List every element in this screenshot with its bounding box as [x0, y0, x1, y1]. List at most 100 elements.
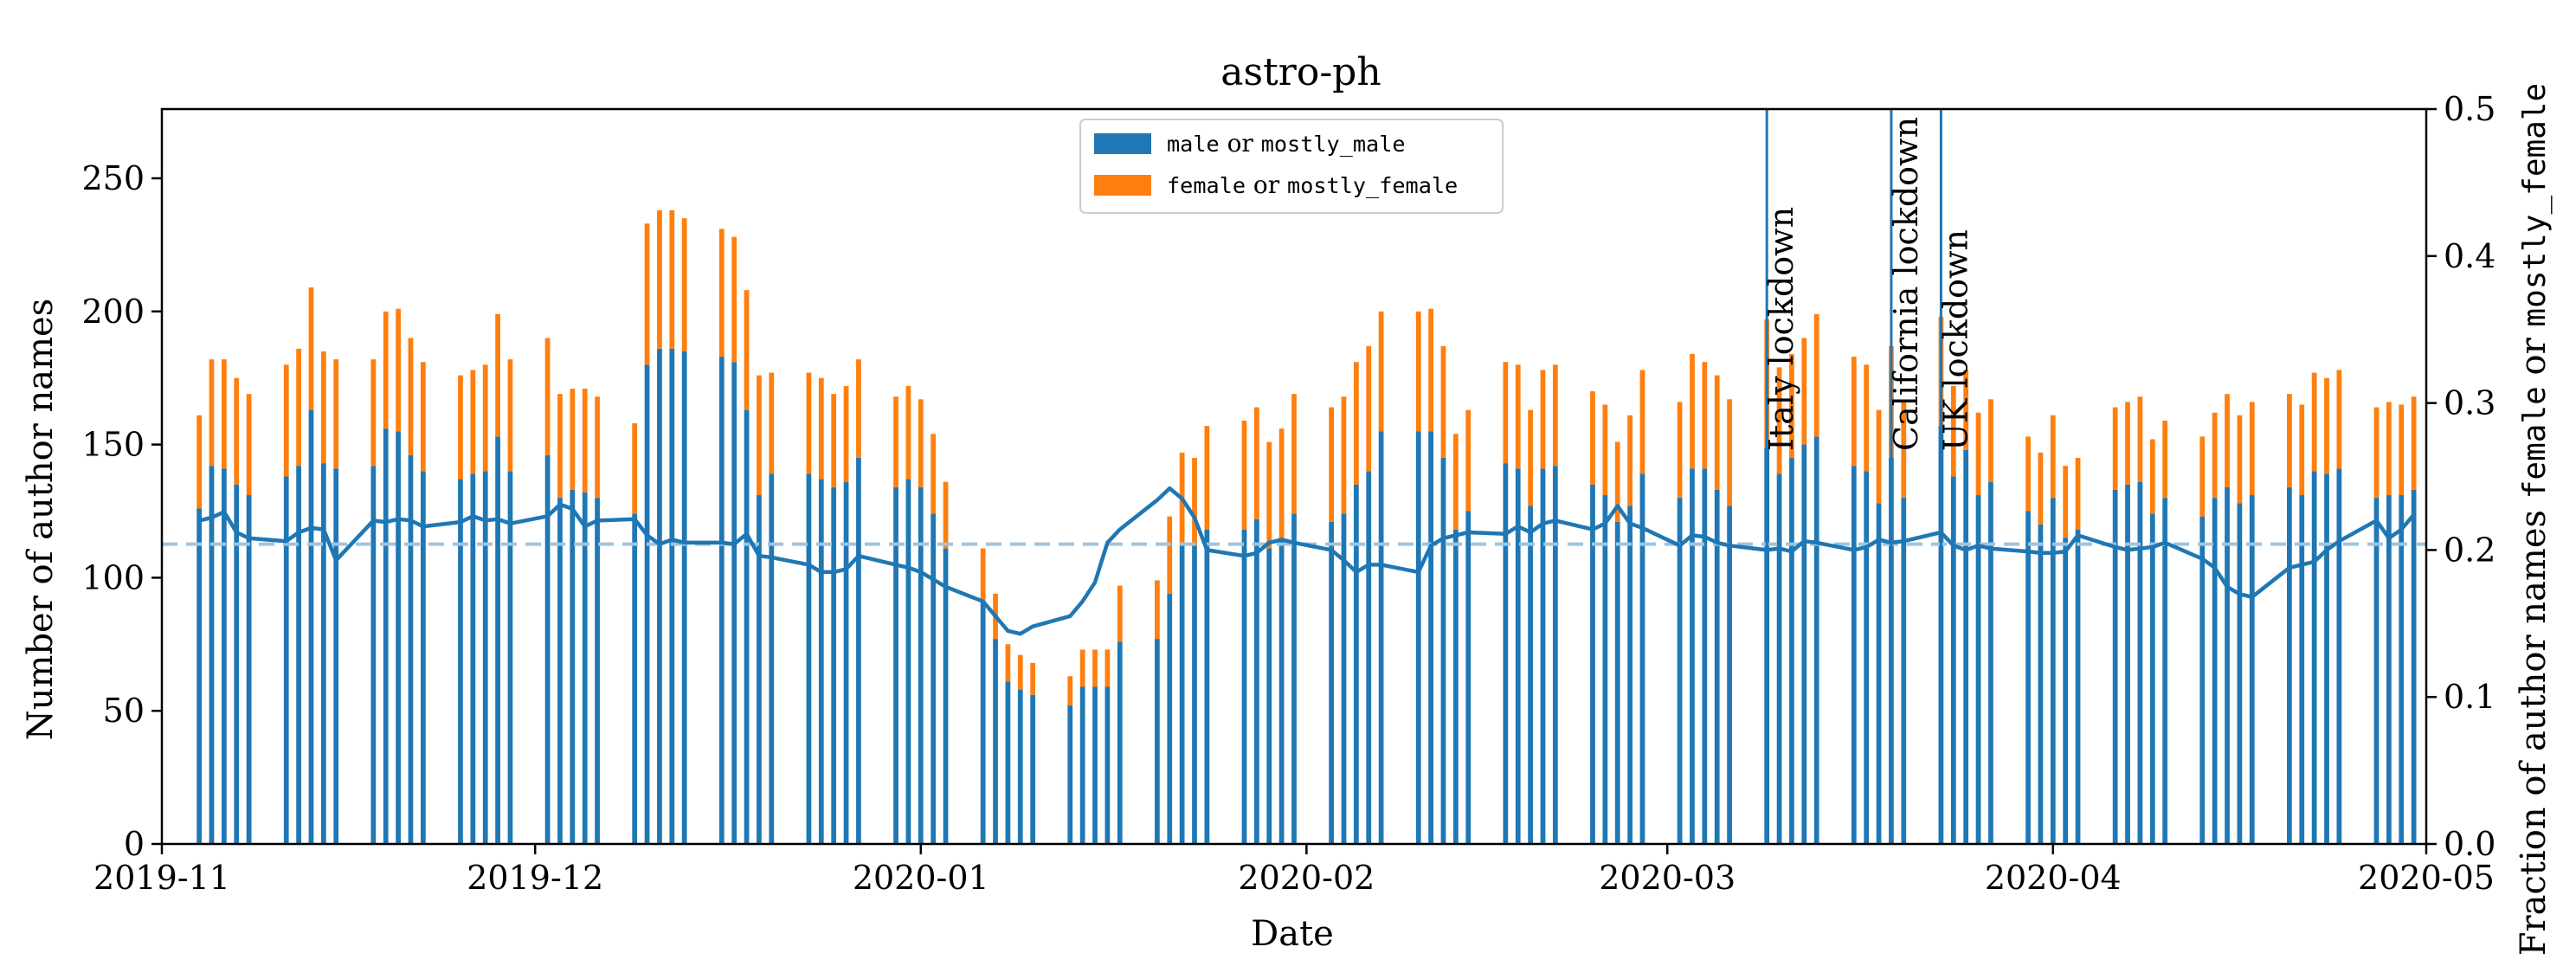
bar-male [333, 468, 339, 844]
x-tick-label: 2020-05 [2358, 859, 2495, 897]
x-tick-label: 2020-02 [1238, 859, 1375, 897]
bar-male [296, 466, 301, 844]
bar-female [557, 394, 563, 499]
bar-female [2063, 466, 2069, 538]
bar-female [731, 236, 737, 363]
bar-female [2411, 396, 2417, 490]
bar-male [2125, 484, 2130, 844]
bar-female [507, 359, 513, 472]
bar-male [2373, 498, 2380, 844]
y-axis-label: Number of author names [21, 299, 61, 741]
bar-female [669, 209, 675, 349]
y2-tick-label: 0.2 [2444, 531, 2496, 569]
bar-male [1192, 545, 1197, 844]
bar-female [2025, 436, 2031, 512]
bar-female [744, 290, 750, 410]
bar-female [1963, 370, 1969, 450]
chart-title: astro-ph [1220, 50, 1381, 94]
bar-male [657, 348, 662, 844]
bar-female [718, 229, 724, 357]
bar-male [644, 364, 650, 845]
bar-male [470, 473, 476, 844]
bar-female [2336, 370, 2342, 469]
bar-male [1901, 498, 1907, 844]
bar-male [757, 495, 762, 844]
bar-female [1776, 367, 1782, 474]
bar-male [1117, 641, 1123, 844]
bar-male [196, 508, 202, 844]
bar-female [1017, 654, 1023, 690]
bar-male [2199, 516, 2206, 844]
bar-female [1901, 402, 1907, 499]
y-tick-label: 150 [81, 426, 145, 464]
bar-female [1465, 409, 1472, 512]
bar-female [1204, 426, 1210, 531]
bar-male [2212, 498, 2218, 844]
bar-male [482, 471, 488, 844]
bar-female [893, 396, 898, 487]
bar-male [2386, 495, 2392, 844]
bar-female [308, 287, 314, 410]
bar-female [1353, 362, 1359, 485]
bar-male [420, 471, 426, 844]
bar-female [1079, 649, 1085, 687]
bar-male [495, 436, 500, 844]
bar-male [2411, 489, 2417, 844]
bar-male [1017, 689, 1023, 844]
bar-male [1727, 506, 1732, 844]
bar-male [856, 457, 861, 844]
bar-female [1515, 364, 1521, 469]
bar-male [1963, 449, 1969, 844]
bar-female [644, 223, 650, 365]
bar-female [831, 394, 837, 487]
bar-female [1690, 354, 1695, 469]
bar-male [1179, 543, 1185, 844]
bar-female [1092, 649, 1098, 687]
bar-female [1117, 585, 1123, 642]
bar-male [1639, 473, 1645, 844]
bar-female [1801, 338, 1807, 445]
bar-male [1341, 513, 1347, 844]
bar-male [1428, 431, 1433, 844]
bar-male [2063, 538, 2069, 844]
bar-male [246, 495, 252, 844]
bar-male [918, 486, 924, 844]
bar-male [1590, 484, 1595, 844]
bar-male [744, 409, 750, 844]
bar-female [1851, 357, 1857, 467]
bar-female [1727, 399, 1732, 506]
bar-male [544, 454, 551, 844]
bar-male [1789, 457, 1794, 844]
bar-male [370, 466, 377, 844]
legend-label-male: male or mostly_male [1167, 129, 1406, 158]
bar-male [1851, 466, 1857, 844]
bar-female [943, 481, 949, 549]
bar-male [595, 498, 600, 844]
bar-female [1503, 362, 1509, 464]
bar-male [221, 468, 227, 844]
bar-male [2137, 481, 2143, 844]
bar-female [931, 434, 937, 514]
bar-female [1341, 396, 1347, 514]
bar-female [806, 372, 812, 474]
bar-male [718, 357, 724, 845]
bar-male [1714, 489, 1720, 844]
bar-female [1540, 370, 1546, 469]
bar-female [1528, 409, 1533, 506]
bar-female [1614, 441, 1620, 522]
bar-female [1415, 311, 1421, 432]
bar-male [1776, 473, 1782, 844]
bar-female [757, 375, 762, 496]
bar-male [1329, 521, 1334, 844]
bar-male [1452, 530, 1459, 844]
bar-female [1030, 662, 1036, 695]
bar-female [234, 377, 240, 485]
y-tick-label: 100 [81, 558, 145, 596]
bar-female [2399, 404, 2405, 496]
bar-male [1067, 705, 1073, 844]
bar-male [731, 362, 737, 844]
bar-female [1291, 394, 1297, 514]
x-tick-label: 2020-04 [1985, 859, 2122, 897]
bar-female [1155, 580, 1160, 640]
bar-female [1552, 364, 1558, 467]
